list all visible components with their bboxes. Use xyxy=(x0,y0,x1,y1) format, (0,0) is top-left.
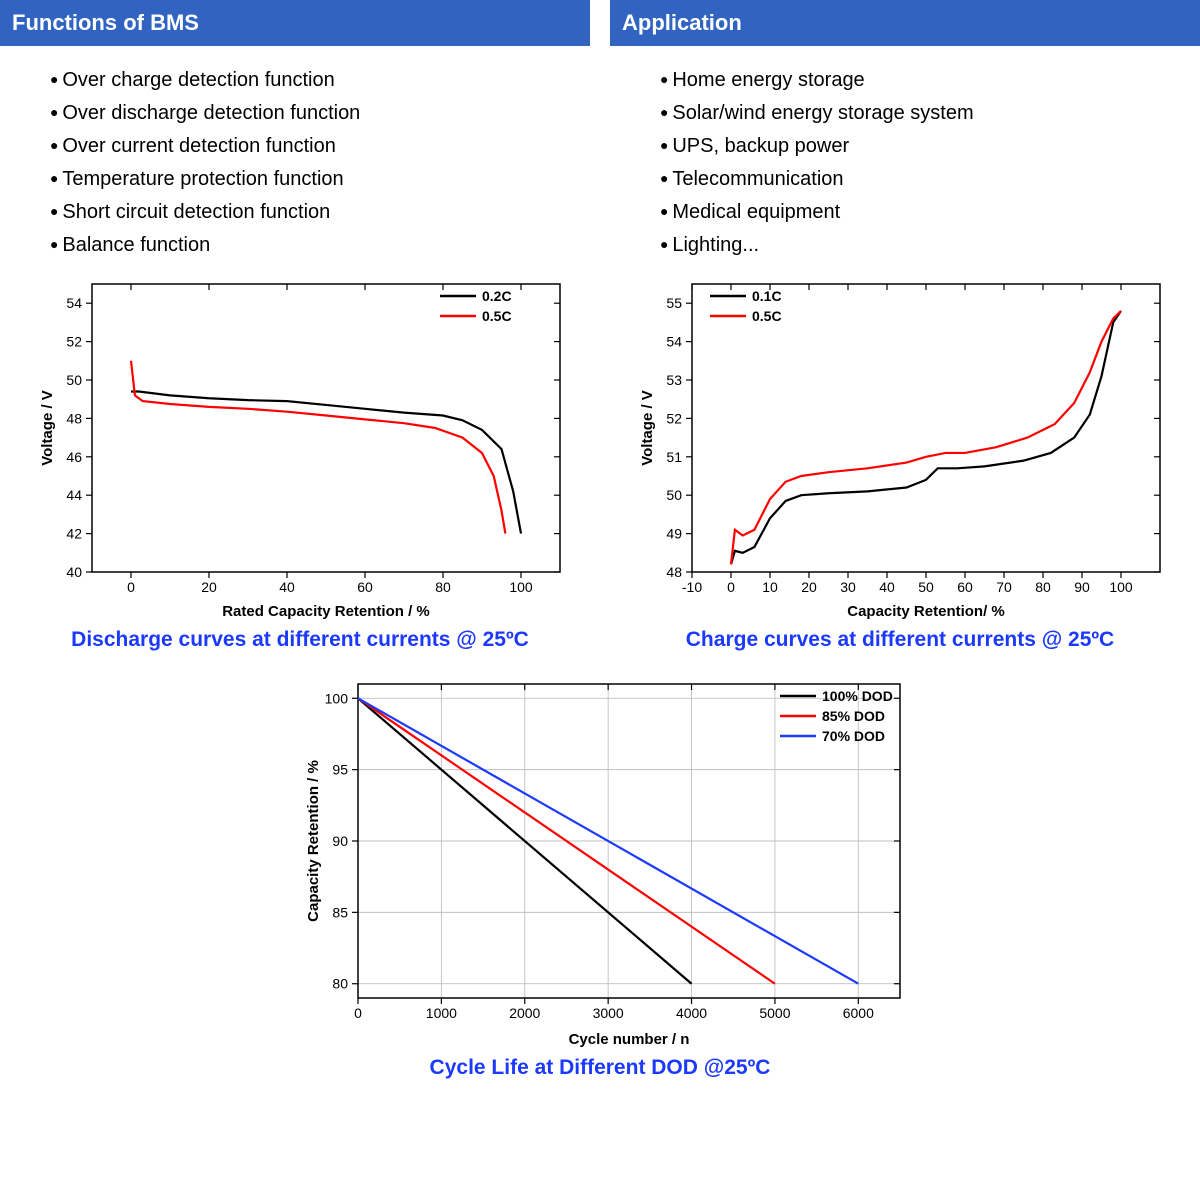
app-list: Home energy storageSolar/wind energy sto… xyxy=(610,46,1200,272)
svg-text:Cycle number / n: Cycle number / n xyxy=(569,1031,690,1048)
svg-text:48: 48 xyxy=(66,410,82,426)
svg-text:0: 0 xyxy=(354,1005,362,1021)
svg-text:100: 100 xyxy=(325,690,349,706)
list-item: UPS, backup power xyxy=(660,130,1200,163)
svg-text:100% DOD: 100% DOD xyxy=(822,688,893,704)
svg-text:55: 55 xyxy=(666,295,682,311)
svg-text:80: 80 xyxy=(435,579,451,595)
svg-text:80: 80 xyxy=(1035,579,1051,595)
svg-text:1000: 1000 xyxy=(426,1005,457,1021)
svg-text:50: 50 xyxy=(66,372,82,388)
svg-text:0.5C: 0.5C xyxy=(752,308,782,324)
list-item: Lighting... xyxy=(660,229,1200,262)
svg-text:85% DOD: 85% DOD xyxy=(822,708,885,724)
svg-text:4000: 4000 xyxy=(676,1005,707,1021)
list-item: Over discharge detection function xyxy=(50,97,590,130)
svg-text:10: 10 xyxy=(762,579,778,595)
svg-text:80: 80 xyxy=(332,976,348,992)
svg-text:20: 20 xyxy=(801,579,817,595)
list-item: Telecommunication xyxy=(660,163,1200,196)
svg-text:Capacity Retention/ %: Capacity Retention/ % xyxy=(847,603,1005,620)
svg-text:95: 95 xyxy=(332,762,348,778)
svg-text:-10: -10 xyxy=(682,579,702,595)
svg-text:49: 49 xyxy=(666,526,682,542)
svg-text:70% DOD: 70% DOD xyxy=(822,728,885,744)
svg-text:54: 54 xyxy=(66,295,82,311)
cycle-chart: 0 1000 2000 3000 4000 5000 6000 80 85 90 95 100 Cycl… xyxy=(280,670,920,1050)
list-item: Short circuit detection function xyxy=(50,196,590,229)
charge-caption: Charge curves at different currents @ 25… xyxy=(610,628,1190,652)
discharge-chart: 0 20 40 60 80 100 40 42 44 46 48 50 52 54 Rated Capaci… xyxy=(20,272,580,622)
svg-text:46: 46 xyxy=(66,449,82,465)
list-item: Medical equipment xyxy=(660,196,1200,229)
cycle-caption: Cycle Life at Different DOD @25ºC xyxy=(0,1056,1200,1080)
svg-text:Voltage / V: Voltage / V xyxy=(639,390,656,466)
svg-text:0.2C: 0.2C xyxy=(482,288,512,304)
discharge-caption: Discharge curves at different currents @… xyxy=(10,628,590,652)
svg-text:40: 40 xyxy=(879,579,895,595)
svg-text:30: 30 xyxy=(840,579,856,595)
discharge-chart-box: 0 20 40 60 80 100 40 42 44 46 48 50 52 54 Rated Capaci… xyxy=(10,272,590,652)
svg-text:Rated Capacity Retention / %: Rated Capacity Retention / % xyxy=(222,603,430,620)
svg-text:100: 100 xyxy=(509,579,533,595)
left-column: Functions of BMS Over charge detection f… xyxy=(0,0,590,272)
list-item: Home energy storage xyxy=(660,64,1200,97)
svg-text:48: 48 xyxy=(666,564,682,580)
svg-text:52: 52 xyxy=(666,410,682,426)
svg-text:54: 54 xyxy=(666,334,682,350)
svg-text:0: 0 xyxy=(727,579,735,595)
list-item: Temperature protection function xyxy=(50,163,590,196)
svg-text:0.5C: 0.5C xyxy=(482,308,512,324)
svg-text:40: 40 xyxy=(66,564,82,580)
list-item: Solar/wind energy storage system xyxy=(660,97,1200,130)
svg-text:70: 70 xyxy=(996,579,1012,595)
top-row: Functions of BMS Over charge detection f… xyxy=(0,0,1200,272)
app-header: Application xyxy=(610,0,1200,46)
svg-text:50: 50 xyxy=(918,579,934,595)
list-item: Over charge detection function xyxy=(50,64,590,97)
svg-text:6000: 6000 xyxy=(843,1005,874,1021)
charge-chart-box: -10 0 10 20 30 40 50 60 70 80 90 100 48 49 50 51 52 53 54 5… xyxy=(610,272,1190,652)
svg-text:40: 40 xyxy=(279,579,295,595)
list-item: Over current detection function xyxy=(50,130,590,163)
charts-row: 0204060801004042444648505254Rated Capaci… xyxy=(0,272,1200,652)
svg-text:60: 60 xyxy=(357,579,373,595)
svg-text:100: 100 xyxy=(1109,579,1133,595)
svg-text:90: 90 xyxy=(332,833,348,849)
svg-text:5000: 5000 xyxy=(759,1005,790,1021)
right-column: Application Home energy storageSolar/win… xyxy=(610,0,1200,272)
bms-list: Over charge detection functionOver disch… xyxy=(0,46,590,272)
svg-text:44: 44 xyxy=(66,487,82,503)
svg-text:53: 53 xyxy=(666,372,682,388)
svg-text:90: 90 xyxy=(1074,579,1090,595)
list-item: Balance function xyxy=(50,229,590,262)
cycle-chart-box: 0 1000 2000 3000 4000 5000 6000 80 85 90 95 100 Cycl… xyxy=(0,670,1200,1080)
svg-text:42: 42 xyxy=(66,526,82,542)
svg-text:85: 85 xyxy=(332,904,348,920)
svg-text:Voltage / V: Voltage / V xyxy=(39,390,56,466)
svg-text:50: 50 xyxy=(666,487,682,503)
svg-text:3000: 3000 xyxy=(593,1005,624,1021)
svg-text:2000: 2000 xyxy=(509,1005,540,1021)
svg-text:60: 60 xyxy=(957,579,973,595)
svg-text:51: 51 xyxy=(666,449,682,465)
svg-text:0.1C: 0.1C xyxy=(752,288,782,304)
svg-text:0: 0 xyxy=(127,579,135,595)
charge-chart: -10 0 10 20 30 40 50 60 70 80 90 100 48 49 50 51 52 53 54 5… xyxy=(620,272,1180,622)
svg-text:Capacity Retention / %: Capacity Retention / % xyxy=(305,760,322,922)
svg-text:20: 20 xyxy=(201,579,217,595)
svg-text:52: 52 xyxy=(66,334,82,350)
bms-header: Functions of BMS xyxy=(0,0,590,46)
